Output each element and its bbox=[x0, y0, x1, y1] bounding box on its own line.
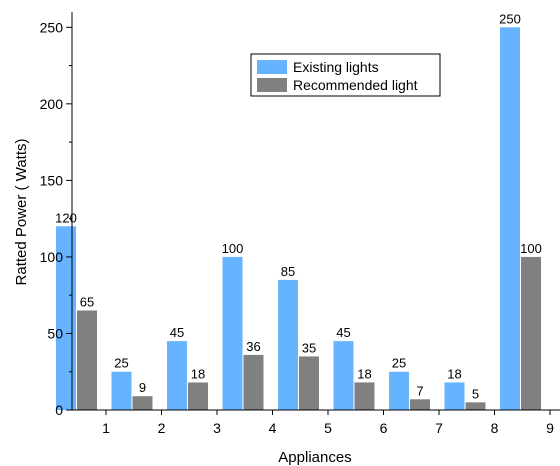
x-tick-label-7: 7 bbox=[435, 420, 443, 436]
x-tick-label-5: 5 bbox=[324, 420, 332, 436]
bar-existing-1 bbox=[56, 226, 76, 410]
bar-existing-8 bbox=[444, 382, 465, 410]
bar-recommended-9 bbox=[521, 256, 541, 410]
y-tick-label-250: 250 bbox=[40, 19, 64, 35]
bar-recommended-4 bbox=[243, 354, 264, 410]
data-label-recommended-5: 35 bbox=[302, 340, 316, 355]
data-label-recommended-1: 65 bbox=[80, 295, 94, 310]
y-tick-label-100: 100 bbox=[40, 249, 64, 265]
bar-recommended-7 bbox=[410, 399, 430, 410]
bar-existing-9 bbox=[500, 27, 520, 411]
data-label-existing-3: 45 bbox=[170, 325, 184, 340]
data-label-recommended-8: 5 bbox=[472, 386, 479, 401]
legend-swatch-recommended-light bbox=[257, 78, 287, 92]
x-tick-label-9: 9 bbox=[546, 420, 554, 436]
x-tick-label-3: 3 bbox=[213, 420, 221, 436]
bar-existing-4 bbox=[222, 256, 243, 410]
data-label-existing-6: 45 bbox=[336, 325, 350, 340]
data-label-existing-5: 85 bbox=[281, 264, 295, 279]
bar-recommended-2 bbox=[132, 396, 153, 410]
bar-recommended-8 bbox=[465, 402, 486, 410]
y-tick-label-150: 150 bbox=[40, 172, 64, 188]
data-label-recommended-3: 18 bbox=[191, 366, 205, 381]
data-label-recommended-4: 36 bbox=[246, 339, 260, 354]
data-label-existing-7: 25 bbox=[392, 356, 406, 371]
data-labels-group: 120 65 25 9 45 18 100 36 85 35 45 18 25 7 18 5 250 100 bbox=[55, 11, 542, 401]
y-tick-label-0: 0 bbox=[55, 402, 63, 418]
x-tick-label-8: 8 bbox=[491, 420, 499, 436]
x-tick-label-2: 2 bbox=[158, 420, 166, 436]
x-tick-label-4: 4 bbox=[269, 420, 277, 436]
bar-existing-5 bbox=[278, 279, 298, 410]
bars-group bbox=[56, 27, 541, 411]
x-axis-title: Appliances bbox=[278, 449, 351, 466]
data-label-existing-8: 18 bbox=[447, 366, 461, 381]
legend-label-recommended-light: Recommended light bbox=[293, 77, 418, 93]
data-label-existing-2: 25 bbox=[114, 356, 128, 371]
legend: Existing lights Recommended light bbox=[250, 53, 441, 97]
legend-swatch-existing-lights bbox=[257, 60, 287, 74]
bar-existing-3 bbox=[167, 341, 187, 410]
bar-existing-6 bbox=[333, 341, 354, 410]
bar-existing-2 bbox=[111, 371, 132, 410]
data-label-existing-4: 100 bbox=[222, 241, 244, 256]
bar-existing-7 bbox=[389, 371, 409, 410]
data-label-recommended-2: 9 bbox=[139, 380, 146, 395]
bar-recommended-5 bbox=[299, 356, 319, 410]
y-tick-label-50: 50 bbox=[47, 325, 63, 341]
bar-recommended-6 bbox=[354, 382, 375, 410]
data-label-existing-1: 120 bbox=[55, 210, 77, 225]
data-label-existing-9: 250 bbox=[499, 11, 521, 26]
y-tick-label-200: 200 bbox=[40, 96, 64, 112]
bar-recommended-3 bbox=[188, 382, 208, 410]
data-label-recommended-9: 100 bbox=[520, 241, 542, 256]
legend-label-existing-lights: Existing lights bbox=[293, 59, 379, 75]
data-label-recommended-7: 7 bbox=[416, 383, 423, 398]
x-tick-label-6: 6 bbox=[380, 420, 388, 436]
x-tick-label-1: 1 bbox=[102, 420, 110, 436]
data-label-recommended-6: 18 bbox=[357, 366, 371, 381]
y-axis-title: Ratted Power ( Watts) bbox=[13, 139, 30, 286]
bar-recommended-1 bbox=[77, 310, 97, 410]
